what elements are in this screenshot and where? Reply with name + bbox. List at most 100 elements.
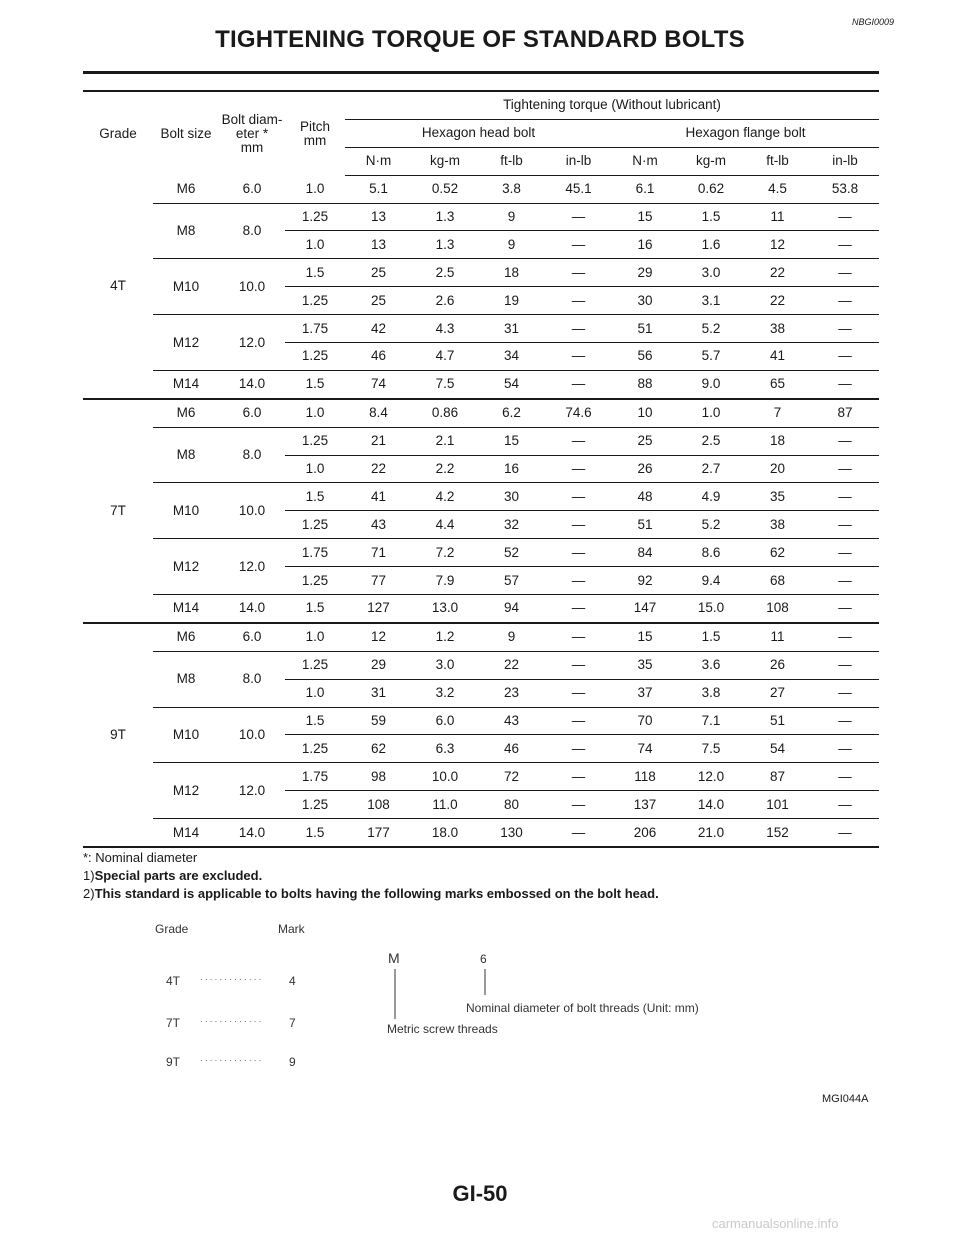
torque-value-cell: 43	[345, 510, 412, 540]
table-row: 1.25 108 11.0 80—137 14.0 101—	[83, 790, 879, 820]
figure-metric-label: Metric screw threads	[387, 1022, 498, 1036]
torque-value-cell: 6.1	[612, 175, 678, 204]
torque-value-cell: 9	[478, 230, 545, 260]
torque-value-cell: 15	[612, 622, 678, 652]
torque-value-cell: 74	[345, 370, 412, 400]
torque-value-cell: —	[545, 679, 612, 708]
grade-cell: 7T	[83, 398, 153, 624]
torque-value-cell: 4.3	[412, 314, 478, 344]
torque-value-cell: 9.0	[678, 370, 744, 400]
bolt-size-cell: M6	[153, 622, 219, 652]
torque-value-cell: —	[545, 566, 612, 596]
torque-value-cell: 3.8	[678, 679, 744, 708]
torque-value-cell: —	[811, 651, 879, 680]
torque-value-cell: —	[811, 790, 879, 820]
torque-value-cell: 41	[345, 482, 412, 512]
torque-table: Grade Bolt size Bolt diam- eter * mm Pit…	[83, 89, 879, 849]
torque-value-cell: 68	[744, 566, 811, 596]
torque-value-cell: 42	[345, 314, 412, 344]
header-hexagon-flange-bolt: Hexagon flange bolt	[612, 119, 879, 148]
note-text: Special parts are excluded.	[94, 868, 263, 883]
torque-value-cell: 87	[744, 762, 811, 792]
torque-value-cell: 3.6	[678, 651, 744, 680]
bolt-diameter-cell: 6.0	[219, 175, 285, 204]
torque-value-cell: 3.8	[478, 175, 545, 204]
table-row: M8 8.0 1.25 21 2.1 15—25 2.5 18—	[83, 427, 879, 484]
torque-value-cell: —	[545, 790, 612, 820]
bolt-size-cell: M8	[153, 427, 219, 484]
torque-value-cell: 13	[345, 230, 412, 260]
bolt-size-cell: M12	[153, 762, 219, 820]
torque-value-cell: 1.3	[412, 230, 478, 260]
torque-value-cell: —	[545, 622, 612, 652]
torque-value-cell: —	[811, 314, 879, 344]
torque-value-cell: 4.2	[412, 482, 478, 512]
torque-value-cell: 29	[612, 258, 678, 288]
torque-value-cell: 5.2	[678, 510, 744, 540]
unit-header: N·m	[345, 147, 412, 176]
table-row: M12 12.0 1.75 42 4.3 31—51 5.2 38—	[83, 314, 879, 371]
torque-value-cell: 3.0	[412, 651, 478, 680]
torque-value-cell: 30	[612, 286, 678, 316]
torque-value-cell: 74	[612, 734, 678, 764]
torque-value-cell: 22	[345, 455, 412, 484]
figure-mark-value: 9	[289, 1055, 296, 1069]
torque-value-cell: 62	[345, 734, 412, 764]
torque-value-cell: 21.0	[678, 818, 744, 849]
pitch-cell: 1.75	[285, 314, 345, 344]
torque-value-cell: 14.0	[678, 790, 744, 820]
torque-value-cell: 31	[345, 679, 412, 708]
torque-value-cell: 25	[345, 286, 412, 316]
unit-header: kg-m	[412, 147, 478, 176]
figure-grade-label: 9T	[166, 1055, 181, 1069]
note-number: 2)	[83, 886, 95, 901]
pitch-cell: 1.25	[285, 566, 345, 596]
bolt-diameter-cell: 6.0	[219, 622, 285, 652]
figure-grade-header: Grade	[155, 922, 189, 936]
torque-value-cell: 9.4	[678, 566, 744, 596]
torque-value-cell: 59	[345, 707, 412, 736]
torque-value-cell: 16	[612, 230, 678, 260]
torque-value-cell: 9	[478, 622, 545, 652]
bolt-size-cell: M14	[153, 818, 219, 849]
pitch-cell: 1.0	[285, 230, 345, 260]
torque-value-cell: 11.0	[412, 790, 478, 820]
pitch-cell: 1.75	[285, 762, 345, 792]
torque-value-cell: —	[811, 286, 879, 316]
torque-value-cell: 52	[478, 538, 545, 568]
torque-value-cell: 1.5	[678, 622, 744, 652]
torque-value-cell: 15	[612, 203, 678, 232]
torque-value-cell: —	[545, 651, 612, 680]
bolt-diameter-cell: 8.0	[219, 203, 285, 260]
torque-value-cell: 6.3	[412, 734, 478, 764]
bolt-diameter-cell: 12.0	[219, 314, 285, 371]
note-number: 1)	[83, 868, 95, 883]
torque-value-cell: 108	[345, 790, 412, 820]
torque-value-cell: 72	[478, 762, 545, 792]
torque-value-cell: 41	[744, 342, 811, 371]
torque-value-cell: 152	[744, 818, 811, 849]
torque-value-cell: 12	[744, 230, 811, 260]
watermark: carmanualsonline.info	[712, 1216, 839, 1231]
torque-value-cell: 51	[612, 510, 678, 540]
torque-value-cell: 130	[478, 818, 545, 849]
torque-value-cell: 46	[345, 342, 412, 371]
bolt-diameter-cell: 12.0	[219, 762, 285, 820]
table-row: 1.0 22 2.2 16—26 2.7 20—	[83, 455, 879, 484]
header-hexagon-head-bolt: Hexagon head bolt	[345, 119, 612, 148]
figure-dots: · · · · · · · · · · · · ·	[200, 1056, 261, 1065]
torque-value-cell: 206	[612, 818, 678, 849]
bolt-diameter-cell: 8.0	[219, 651, 285, 708]
table-row: 1.25 77 7.9 57—92 9.4 68—	[83, 566, 879, 596]
torque-value-cell: 12.0	[678, 762, 744, 792]
torque-value-cell: 13.0	[412, 594, 478, 624]
figure-mark-value: 7	[289, 1016, 296, 1030]
torque-value-cell: 94	[478, 594, 545, 624]
table-row: 1.0 31 3.2 23—37 3.8 27—	[83, 679, 879, 708]
document-code: NBGI0009	[851, 17, 894, 27]
torque-value-cell: 26	[744, 651, 811, 680]
torque-value-cell: 15.0	[678, 594, 744, 624]
note-text: This standard is applicable to bolts hav…	[94, 886, 659, 901]
torque-value-cell: 147	[612, 594, 678, 624]
torque-value-cell: 6.2	[478, 398, 545, 428]
